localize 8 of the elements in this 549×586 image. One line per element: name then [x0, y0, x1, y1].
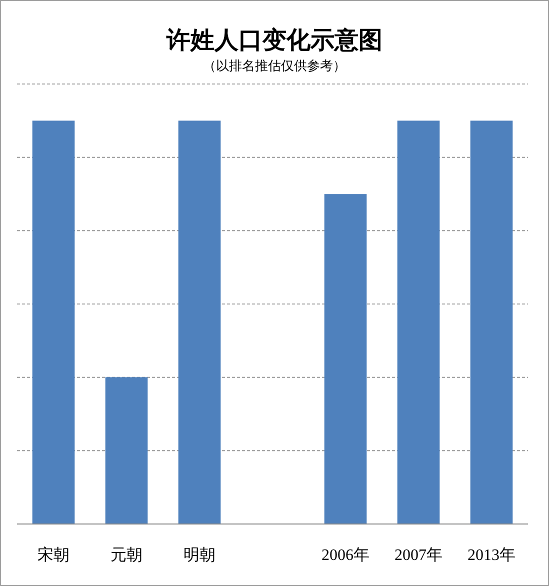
x-tick-label: 宋朝 [38, 546, 70, 564]
x-tick-label: 2007年 [394, 547, 442, 564]
x-tick-label: 明朝 [184, 546, 216, 564]
x-tick-label: 2006年 [322, 547, 370, 564]
x-tick-label: 元朝 [110, 546, 142, 564]
chart-subtitle: （以排名推估仅供参考） [203, 58, 346, 73]
chart-title: 许姓人口变化示意图 [166, 27, 382, 54]
x-tick-label: 2013年 [468, 547, 516, 564]
